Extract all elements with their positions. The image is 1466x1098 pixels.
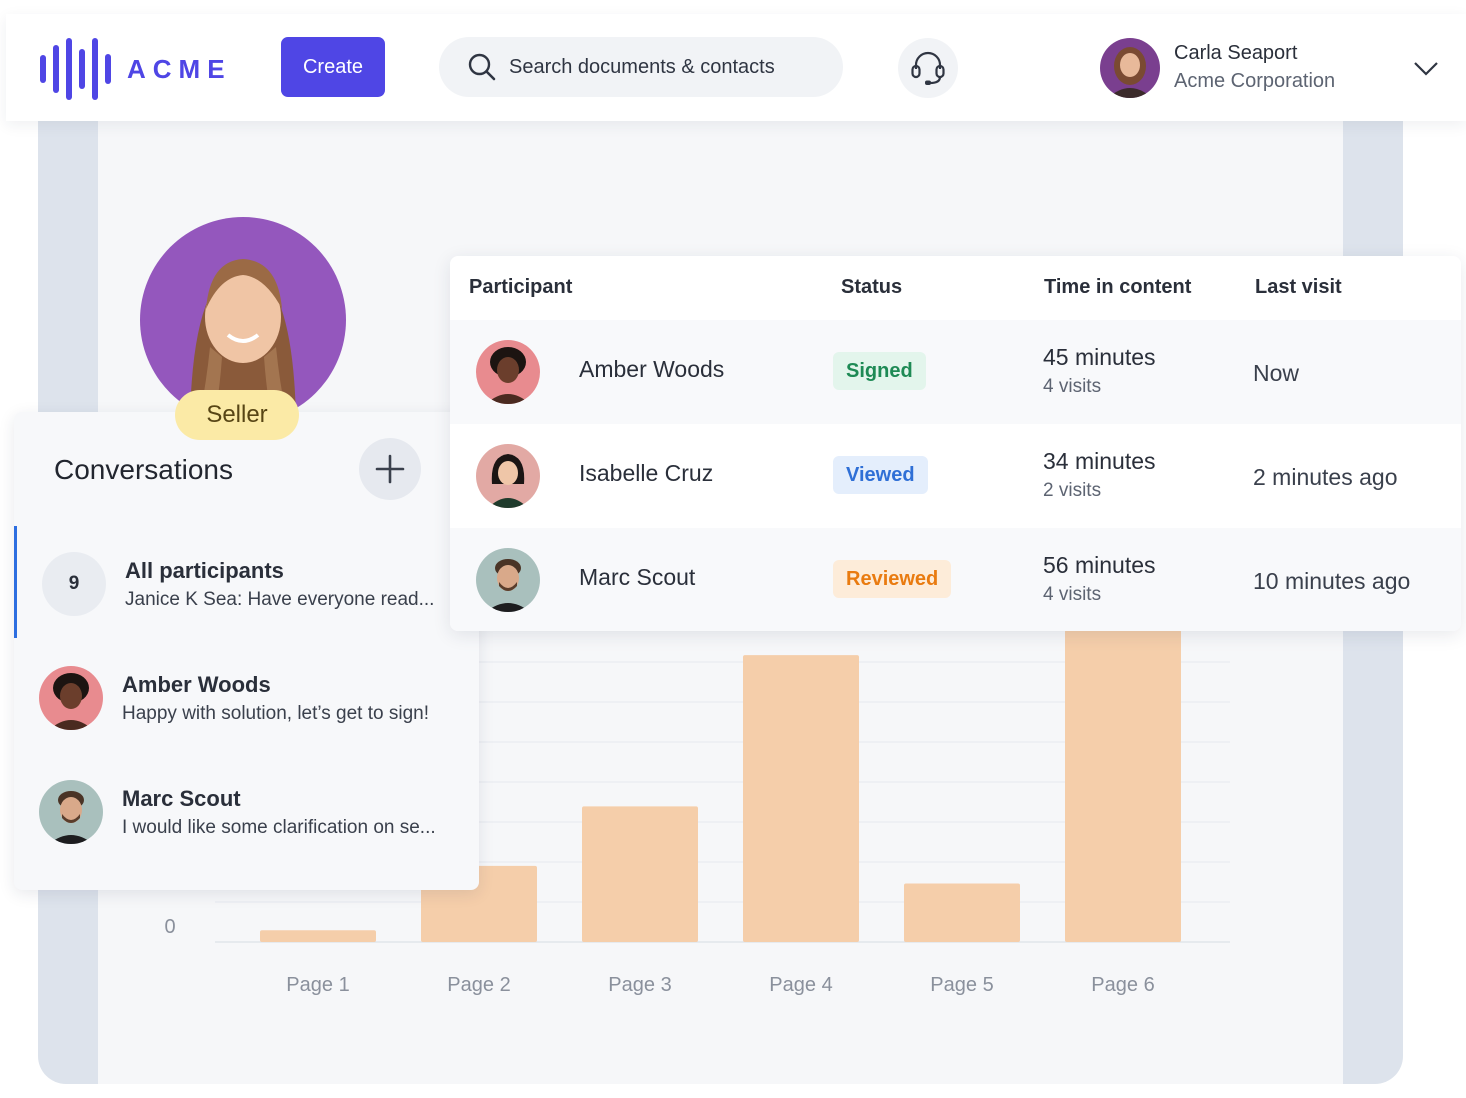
avatar [476,548,540,612]
table-row[interactable]: Isabelle Cruz Viewed 34 minutes 2 visits… [450,424,1461,528]
visit-count: 4 visits [1043,584,1102,605]
create-button[interactable]: Create [281,37,385,97]
status-badge: Viewed [833,456,928,494]
table-row[interactable]: Marc Scout Reviewed 56 minutes 4 visits … [450,528,1461,631]
visit-count: 2 visits [1043,480,1102,501]
participant-name: Marc Scout [579,564,696,590]
last-visit: 2 minutes ago [1253,464,1398,490]
x-tick-label: Page 1 [286,974,349,996]
seller-badge: Seller [175,390,299,440]
user-avatar[interactable] [1100,38,1160,98]
time-in-content: 45 minutes [1043,344,1156,370]
conversation-item-marc-scout[interactable]: Marc Scout I would like some clarificati… [14,754,479,866]
time-in-content: 56 minutes [1043,552,1156,578]
seller-avatar [140,217,346,423]
search-placeholder: Search documents & contacts [509,55,775,78]
plus-icon [375,454,405,484]
x-tick-label: Page 2 [447,974,510,996]
column-header-last-visit: Last visit [1255,276,1342,298]
avatar [476,444,540,508]
participant-name: Amber Woods [579,356,725,382]
conversation-name: Marc Scout [122,786,241,811]
search-input[interactable]: Search documents & contacts [439,37,843,97]
x-tick-label: Page 4 [769,974,832,996]
conversation-preview: Happy with solution, let’s get to sign! [122,703,429,724]
headset-icon [911,51,945,85]
conversations-title: Conversations [54,454,233,485]
participant-name: Isabelle Cruz [579,460,714,486]
avatar [39,666,103,730]
conversation-name: All participants [125,558,284,583]
last-visit: 10 minutes ago [1253,568,1411,594]
last-visit: Now [1253,360,1300,386]
column-header-participant: Participant [469,276,573,298]
top-bar: ACME Create Search documents & contacts … [6,14,1466,121]
chart-bar[interactable] [1065,629,1181,942]
column-header-time: Time in content [1044,276,1192,298]
chart-bar[interactable] [582,806,698,942]
participant-count-badge: 9 [42,552,106,616]
time-in-content: 34 minutes [1043,448,1156,474]
avatar [476,340,540,404]
status-badge: Reviewed [833,560,952,598]
add-conversation-button[interactable] [359,438,421,500]
x-tick-label: Page 5 [930,974,993,996]
chart-bar[interactable] [904,883,1020,942]
acme-logo[interactable]: ACME [40,38,232,100]
user-name: Carla Seaport [1174,42,1298,64]
avatar [39,780,103,844]
conversations-panel: Conversations 9 All participants Janice … [14,412,479,890]
conversation-preview: Janice K Sea: Have everyone read... [125,589,435,610]
logo-mark-icon [40,38,111,100]
search-icon [468,53,496,81]
x-tick-label: Page 6 [1091,974,1154,996]
status-badge: Signed [833,352,926,390]
chart-bar[interactable] [743,655,859,942]
conversation-item-amber-woods[interactable]: Amber Woods Happy with solution, let’s g… [14,640,479,752]
chevron-down-icon[interactable] [1412,58,1440,78]
visit-count: 4 visits [1043,376,1102,397]
participants-table: Participant Status Time in content Last … [450,256,1461,631]
chart-bar[interactable] [260,930,376,942]
conversation-name: Amber Woods [122,672,271,697]
logo-text: ACME [127,53,232,84]
table-row[interactable]: Amber Woods Signed 45 minutes 4 visits N… [450,320,1461,424]
x-tick-label: Page 3 [608,974,671,996]
user-organization: Acme Corporation [1174,70,1336,92]
conversation-item-all-participants[interactable]: 9 All participants Janice K Sea: Have ev… [14,526,479,638]
column-header-status: Status [841,276,903,298]
y-tick-label: 0 [164,916,175,938]
conversation-preview: I would like some clarification on se... [122,817,436,838]
support-button[interactable] [898,38,958,98]
